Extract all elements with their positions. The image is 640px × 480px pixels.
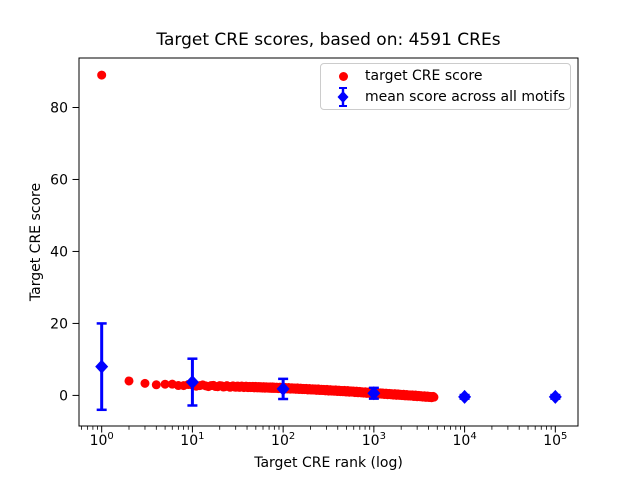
- y-axis-label: Target CRE score: [28, 182, 44, 302]
- blue-diamond-point: [548, 389, 562, 404]
- legend-item-target-score: target CRE score: [321, 66, 570, 86]
- blue-diamond-point: [276, 381, 290, 396]
- blue-diamond-point: [367, 386, 381, 401]
- blue-diamond-point: [185, 375, 199, 390]
- red-point: [151, 380, 161, 390]
- legend-label: target CRE score: [365, 68, 483, 85]
- red-point: [140, 378, 150, 388]
- x-tick-label: 102: [271, 431, 295, 449]
- blue-diamond-point: [95, 359, 109, 374]
- x-tick-label: 104: [452, 431, 476, 449]
- axes-spines: [78, 57, 579, 427]
- y-tick-label: 20: [50, 316, 68, 332]
- red-circle-marker-icon: [321, 71, 365, 81]
- blue-diamond-errorbar-marker-icon: [321, 86, 365, 108]
- red-point: [97, 70, 107, 80]
- x-tick-label: 101: [180, 431, 204, 449]
- y-tick-label: 0: [59, 388, 68, 404]
- x-tick-label: 100: [90, 431, 114, 449]
- chart-title: Target CRE scores, based on: 4591 CREs: [156, 30, 501, 50]
- legend-label: mean score across all motifs: [365, 88, 566, 105]
- y-tick-label: 40: [50, 244, 68, 260]
- red-point: [429, 392, 439, 402]
- y-tick-label: 60: [50, 172, 68, 188]
- legend-box: target CRE score mean score across all m…: [320, 63, 571, 110]
- x-tick-label: 103: [362, 431, 386, 449]
- red-point: [124, 376, 134, 386]
- legend-item-mean-score: mean score across all motifs: [321, 86, 570, 108]
- y-tick-label: 80: [50, 100, 68, 116]
- red-point: [160, 379, 170, 389]
- x-tick-label: 105: [543, 431, 567, 449]
- x-axis-label: Target CRE rank (log): [254, 455, 403, 471]
- blue-diamond-point: [458, 389, 472, 404]
